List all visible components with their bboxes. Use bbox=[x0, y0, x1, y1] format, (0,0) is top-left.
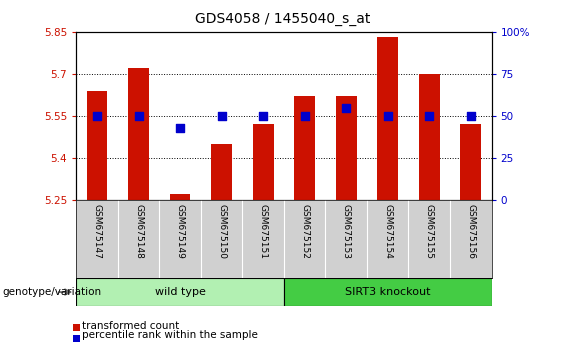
Text: GSM675150: GSM675150 bbox=[217, 204, 226, 259]
Text: GSM675154: GSM675154 bbox=[383, 204, 392, 259]
Point bbox=[425, 113, 434, 119]
Text: genotype/variation: genotype/variation bbox=[3, 287, 102, 297]
Bar bbox=[73, 324, 80, 331]
Text: GSM675156: GSM675156 bbox=[466, 204, 475, 259]
Point bbox=[342, 105, 351, 110]
Text: GDS4058 / 1455040_s_at: GDS4058 / 1455040_s_at bbox=[195, 12, 370, 27]
Bar bbox=[211, 144, 232, 200]
Bar bbox=[73, 335, 80, 342]
Bar bbox=[253, 124, 273, 200]
Point bbox=[300, 113, 309, 119]
Text: GSM675148: GSM675148 bbox=[134, 204, 143, 259]
Point bbox=[383, 113, 392, 119]
Bar bbox=[419, 74, 440, 200]
Bar bbox=[294, 96, 315, 200]
Point bbox=[259, 113, 268, 119]
Text: GSM675152: GSM675152 bbox=[300, 204, 309, 259]
Bar bbox=[170, 194, 190, 200]
Text: wild type: wild type bbox=[155, 287, 206, 297]
Text: GSM675149: GSM675149 bbox=[176, 204, 185, 259]
Text: GSM675151: GSM675151 bbox=[259, 204, 268, 259]
Bar bbox=[284, 278, 492, 306]
Text: percentile rank within the sample: percentile rank within the sample bbox=[82, 330, 258, 339]
Text: transformed count: transformed count bbox=[82, 321, 179, 331]
Bar bbox=[336, 96, 357, 200]
Text: SIRT3 knockout: SIRT3 knockout bbox=[345, 287, 431, 297]
Bar bbox=[86, 91, 107, 200]
Bar bbox=[76, 278, 284, 306]
Bar bbox=[377, 38, 398, 200]
Point bbox=[134, 113, 143, 119]
Point bbox=[466, 113, 475, 119]
Point bbox=[176, 125, 185, 131]
Text: GSM675155: GSM675155 bbox=[425, 204, 434, 259]
Point bbox=[217, 113, 226, 119]
Bar bbox=[128, 68, 149, 200]
Point bbox=[93, 113, 102, 119]
Text: GSM675147: GSM675147 bbox=[93, 204, 102, 259]
Bar bbox=[460, 124, 481, 200]
Text: GSM675153: GSM675153 bbox=[342, 204, 351, 259]
